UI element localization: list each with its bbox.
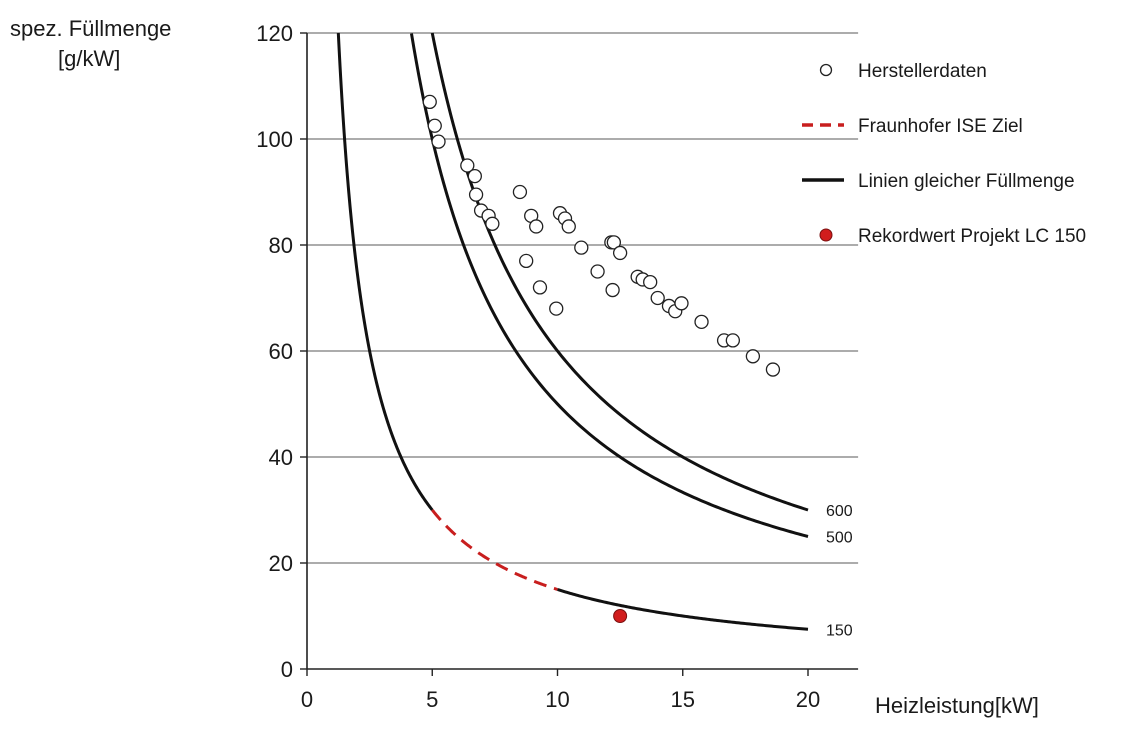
manufacturer-point-14 (549, 301, 564, 316)
manufacturer-point-12 (532, 280, 548, 295)
manufacturer-point-1 (427, 118, 442, 133)
manufacturer-point-0 (422, 94, 437, 110)
axes: 0 20 40 60 80 100 120 0 5 10 15 20 (256, 21, 859, 712)
legend-marker-open-circle (819, 63, 833, 77)
manufacturer-point-30 (674, 296, 689, 311)
curve-600 (430, 32, 809, 512)
legend-marker-filled-circle (819, 228, 833, 242)
manufacturer-point-33 (725, 333, 740, 348)
manufacturer-point-2 (431, 134, 446, 149)
iso-charge-curves: 600 500 150 (336, 32, 853, 639)
manufacturer-point-22 (612, 245, 628, 261)
curve-150-solid-left (336, 32, 434, 511)
manufacturer-point-18 (574, 240, 589, 255)
manufacturer-point-13 (519, 253, 534, 269)
legend-label-3: Rekordwert Projekt LC 150 (858, 226, 1086, 247)
manufacturer-point-3 (460, 158, 475, 173)
legend-label-2: Linien gleicher Füllmenge (858, 171, 1075, 192)
manufacturer-point-17 (561, 219, 576, 234)
x-tick-label-20: 20 (796, 687, 820, 712)
manufacturer-point-21 (606, 235, 622, 250)
manufacturer-point-35 (765, 362, 781, 377)
y-tick-label-40: 40 (269, 445, 293, 470)
curve-label-150: 150 (826, 622, 853, 639)
legend-label-1: Fraunhofer ISE Ziel (858, 116, 1023, 137)
manufacturer-point-9 (512, 184, 528, 200)
y-tick-label-100: 100 (256, 127, 293, 152)
legend-label-0: Herstellerdaten (858, 61, 987, 82)
curve-150-target-dashed (431, 509, 558, 591)
y-axis-title-line-1: spez. Füllmenge (10, 16, 172, 41)
manufacturer-point-4 (467, 168, 482, 184)
manufacturer-point-23 (605, 282, 620, 298)
x-tick-label-10: 10 (545, 687, 569, 712)
y-tick-label-60: 60 (269, 339, 293, 364)
data-points (422, 94, 781, 623)
x-axis-title: Heizleistung[kW] (875, 693, 1039, 718)
legend: Herstellerdaten Fraunhofer ISE Ziel Linien… (802, 61, 1086, 247)
y-axis-title-line-2: [g/kW] (58, 46, 121, 71)
manufacturer-point-26 (643, 274, 658, 290)
manufacturer-point-34 (745, 349, 761, 364)
manufacturer-point-8 (485, 216, 500, 231)
curve-150-solid-right (557, 588, 809, 631)
grid-lines (307, 32, 859, 564)
manufacturer-point-11 (529, 219, 544, 234)
manufacturer-point-5 (468, 187, 484, 202)
y-tick-label-20: 20 (269, 551, 293, 576)
curve-label-500: 500 (826, 530, 853, 547)
curve-500 (409, 33, 809, 538)
x-tick-label-5: 5 (426, 687, 438, 712)
x-tick-label-0: 0 (301, 687, 313, 712)
manufacturer-point-27 (650, 290, 665, 306)
y-tick-label-0: 0 (281, 657, 293, 682)
manufacturer-point-19 (590, 264, 605, 279)
manufacturer-point-31 (694, 314, 709, 330)
x-tick-label-15: 15 (671, 687, 695, 712)
y-tick-label-80: 80 (269, 233, 293, 258)
curve-label-600: 600 (826, 503, 853, 520)
record-point (613, 609, 628, 623)
y-tick-label-120: 120 (256, 21, 293, 46)
